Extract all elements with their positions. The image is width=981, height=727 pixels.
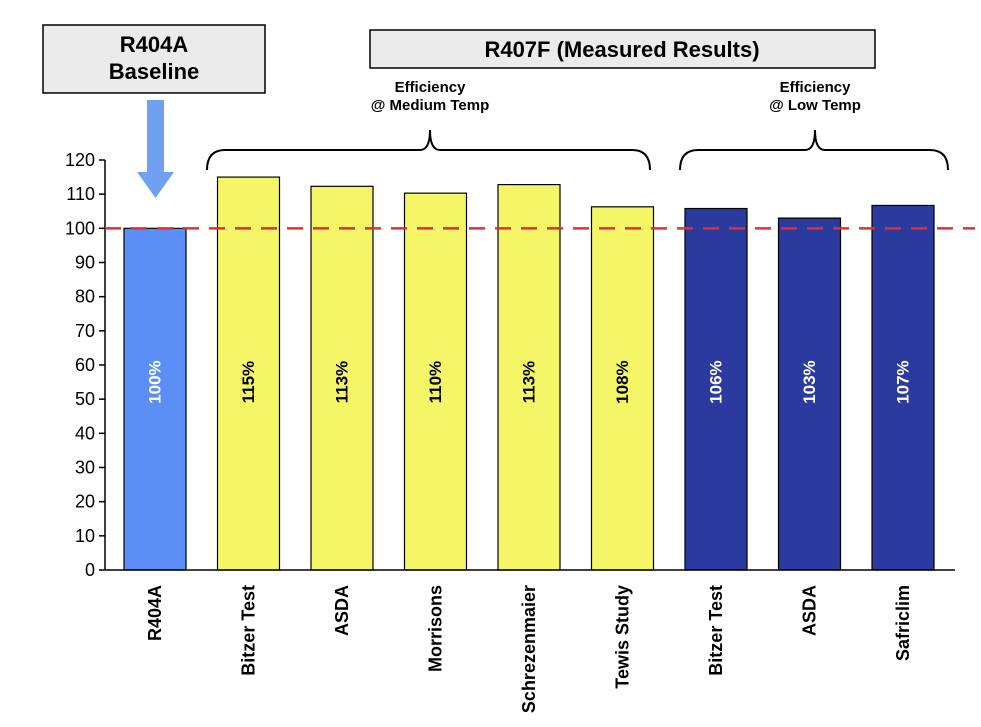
bar-asda-low [777, 217, 842, 571]
medium-group-brace [206, 129, 651, 171]
x-category-label: Bitzer Test [239, 585, 259, 676]
bar-value-label: 115% [239, 361, 258, 404]
x-category-label: Bitzer Test [706, 585, 726, 676]
bars [123, 176, 935, 571]
bar-bitzer-test-low [684, 207, 748, 571]
low-group-line2: @ Low Temp [769, 97, 861, 114]
bar-tewis-study [590, 206, 655, 571]
x-category-label: Schrezenmaier [519, 585, 539, 713]
bar-value-label: 113% [333, 361, 352, 404]
y-tick-label: 80 [75, 287, 95, 307]
x-category-label: Safriclim [893, 585, 913, 661]
x-category-label: ASDA [332, 585, 352, 636]
y-tick-label: 10 [75, 526, 95, 546]
y-tick-label: 100 [65, 218, 95, 238]
bar-value-label: 100% [146, 360, 165, 403]
low-group-brace [679, 129, 949, 171]
y-tick-label: 60 [75, 355, 95, 375]
x-category-label: Tewis Study [613, 585, 633, 689]
y-tick-label: 30 [75, 458, 95, 478]
x-category-label: Morrisons [426, 585, 446, 672]
x-category-label: ASDA [800, 585, 820, 636]
baseline-box-line2: Baseline [109, 59, 200, 84]
bar-value-label: 107% [894, 360, 913, 403]
y-tick-label: 110 [66, 184, 95, 204]
bar-value-label: 108% [613, 360, 632, 403]
bar-value-label: 110% [426, 361, 445, 404]
bar-value-label: 106% [707, 360, 726, 403]
y-tick-label: 70 [75, 321, 95, 341]
baseline-box: R404A Baseline [42, 24, 266, 94]
y-axis: 0 10 20 30 40 50 60 70 80 90 100 110 120 [65, 150, 106, 580]
x-axis: R404A Bitzer Test ASDA Morrisons Schrezenmai… [105, 569, 955, 713]
bar-value-label: 103% [800, 360, 819, 403]
y-tick-label: 120 [65, 150, 95, 170]
y-tick-label: 20 [75, 492, 95, 512]
bar-morrisons [403, 192, 468, 571]
x-category-label: R404A [145, 585, 165, 641]
y-tick-label: 40 [75, 423, 95, 443]
bar-safriclim-low [871, 204, 935, 571]
y-tick-label: 0 [85, 560, 95, 580]
measured-results-box: R407F (Measured Results) [369, 29, 876, 69]
medium-temp-group: Efficiency @ Medium Temp [206, 79, 651, 171]
y-tick-label: 90 [75, 253, 95, 273]
baseline-box-line1: R404A [120, 32, 189, 57]
baseline-arrow [137, 100, 174, 198]
measured-results-title: R407F (Measured Results) [484, 37, 759, 62]
bar-bitzer-test [216, 176, 281, 571]
y-tick-label: 50 [75, 389, 95, 409]
medium-group-line2: @ Medium Temp [371, 97, 490, 114]
bar-asda [310, 185, 374, 571]
bar-schrezenmaier [497, 184, 561, 571]
bar-labels: 100% 115% 113% 110% 113% 108% 106% 103% 107% [146, 360, 913, 403]
bar-r404a [123, 227, 187, 571]
medium-group-line1: Efficiency [395, 79, 467, 96]
low-group-line1: Efficiency [780, 79, 852, 96]
low-temp-group: Efficiency @ Low Temp [679, 79, 949, 171]
bar-value-label: 113% [520, 361, 539, 404]
